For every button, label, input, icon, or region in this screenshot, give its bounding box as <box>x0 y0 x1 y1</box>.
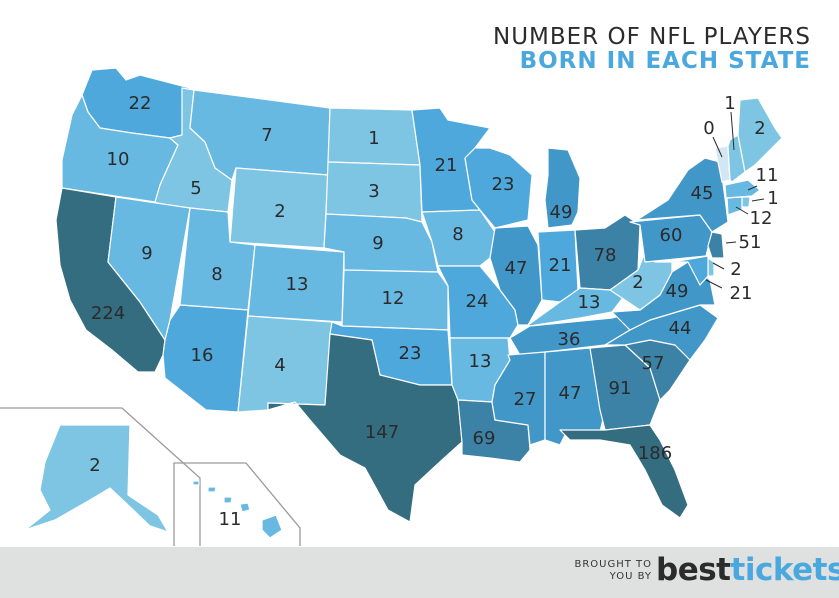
leader-md <box>705 279 723 289</box>
state-fl[interactable] <box>559 424 689 519</box>
label-ok: 23 <box>399 343 422 364</box>
label-md: 21 <box>730 283 753 304</box>
label-ri: 1 <box>767 188 778 209</box>
alaska-inset-frame <box>0 407 201 546</box>
label-sc: 57 <box>642 353 665 374</box>
leader-ri <box>751 198 765 202</box>
label-nc: 44 <box>669 318 692 339</box>
leader-vt <box>712 136 723 158</box>
label-wa: 22 <box>129 93 152 114</box>
title-line-2: BORN IN EACH STATE <box>519 48 811 74</box>
state-ct[interactable] <box>726 196 743 216</box>
us-map: 22 10 224 5 9 7 2 8 13 16 4 1 3 9 12 23 … <box>0 67 783 546</box>
state-mi[interactable] <box>544 147 581 229</box>
label-ks: 12 <box>382 288 405 309</box>
state-il[interactable] <box>489 225 543 326</box>
state-ma[interactable] <box>724 179 761 199</box>
label-ny: 45 <box>691 183 714 204</box>
brand-part-1: best <box>656 552 731 588</box>
state-wv[interactable] <box>609 251 673 311</box>
label-nh: 1 <box>724 93 735 114</box>
label-nm: 4 <box>274 355 285 376</box>
label-nj: 51 <box>739 232 762 253</box>
state-de[interactable] <box>707 257 715 277</box>
label-pa: 60 <box>660 225 683 246</box>
label-fl: 186 <box>638 443 672 464</box>
label-mt: 7 <box>261 125 272 146</box>
label-al: 47 <box>559 383 582 404</box>
brand-part-2: tickets <box>730 552 839 588</box>
label-me: 2 <box>754 118 765 139</box>
label-wv: 2 <box>632 272 643 293</box>
state-nj[interactable] <box>707 231 725 259</box>
state-hi[interactable] <box>192 480 283 539</box>
title-line-1: NUMBER OF NFL PLAYERS <box>492 24 811 50</box>
footer-bar <box>0 547 839 598</box>
label-il: 47 <box>505 258 528 279</box>
label-az: 16 <box>191 345 214 366</box>
label-hi: 11 <box>219 509 242 530</box>
label-de: 2 <box>730 259 741 280</box>
label-nv: 9 <box>141 243 152 264</box>
label-ak: 2 <box>89 455 100 476</box>
label-ut: 8 <box>211 264 222 285</box>
brought-line-1: BROUGHT TO <box>574 559 652 570</box>
label-ct: 12 <box>750 208 773 229</box>
leader-nj <box>725 241 737 244</box>
state-ks[interactable] <box>341 269 449 331</box>
label-mn: 21 <box>435 155 458 176</box>
besttickets-logo[interactable]: besttickets <box>656 552 839 588</box>
label-tn: 36 <box>558 329 581 350</box>
brought-to-you-by: BROUGHT TO YOU BY <box>566 559 652 583</box>
leader-de <box>712 262 725 270</box>
label-wy: 2 <box>274 201 285 222</box>
hawaii-inset-frame <box>173 462 301 546</box>
label-ia: 8 <box>452 224 463 245</box>
label-or: 10 <box>107 149 130 170</box>
label-in: 21 <box>549 255 572 276</box>
leader-ma <box>747 185 758 191</box>
label-oh: 78 <box>594 245 617 266</box>
label-sd: 3 <box>368 181 379 202</box>
label-ms: 27 <box>514 389 537 410</box>
label-tx: 147 <box>365 422 399 443</box>
state-ny[interactable] <box>635 157 729 233</box>
state-tx[interactable] <box>267 333 463 523</box>
brought-line-2: YOU BY <box>609 571 652 582</box>
label-ne: 9 <box>372 233 383 254</box>
label-ky: 13 <box>578 292 601 313</box>
label-mo: 24 <box>466 291 489 312</box>
label-id: 5 <box>190 178 201 199</box>
label-mi: 49 <box>550 202 573 223</box>
label-ar: 13 <box>469 351 492 372</box>
label-vt: 0 <box>703 118 714 139</box>
state-ri[interactable] <box>741 196 751 208</box>
state-me[interactable] <box>737 97 783 173</box>
label-va: 49 <box>666 281 689 302</box>
state-md[interactable] <box>671 255 709 286</box>
label-wi: 23 <box>492 174 515 195</box>
state-ak[interactable] <box>24 424 169 533</box>
label-ca: 224 <box>91 303 125 324</box>
label-ma: 11 <box>756 165 779 186</box>
label-la: 69 <box>473 428 496 449</box>
label-nd: 1 <box>368 128 379 149</box>
label-ga: 91 <box>609 378 632 399</box>
leader-nh <box>730 111 735 151</box>
state-wi[interactable] <box>464 147 533 229</box>
label-co: 13 <box>286 274 309 295</box>
leader-ct <box>735 206 749 215</box>
